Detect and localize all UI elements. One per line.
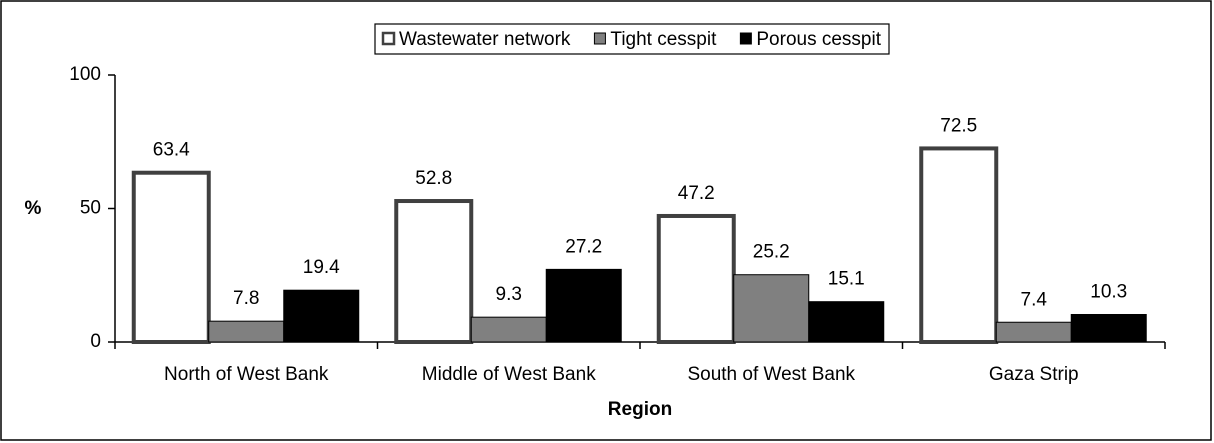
bar bbox=[808, 301, 885, 343]
x-axis-label: Region bbox=[608, 399, 672, 420]
legend-marker bbox=[381, 31, 396, 46]
bar bbox=[131, 170, 211, 344]
legend-marker bbox=[593, 32, 606, 45]
x-tick-label: South of West Bank bbox=[687, 364, 855, 385]
legend-label: Wastewater network bbox=[399, 29, 571, 50]
value-label: 72.5 bbox=[940, 115, 977, 136]
bar bbox=[919, 146, 999, 344]
bar bbox=[995, 321, 1072, 343]
x-tick-label: Gaza Strip bbox=[989, 364, 1079, 385]
bar bbox=[656, 213, 736, 344]
value-label: 47.2 bbox=[678, 183, 715, 204]
value-label: 15.1 bbox=[828, 269, 865, 290]
legend-marker bbox=[739, 32, 752, 45]
value-label: 7.4 bbox=[1021, 289, 1048, 310]
bar bbox=[1070, 313, 1147, 343]
value-label: 9.3 bbox=[496, 284, 522, 305]
y-tick-label: 100 bbox=[69, 64, 101, 85]
x-tick-label: Middle of West Bank bbox=[422, 364, 596, 385]
value-label: 63.4 bbox=[153, 140, 190, 161]
bar bbox=[545, 268, 622, 343]
value-label: 10.3 bbox=[1090, 282, 1127, 303]
bar bbox=[470, 316, 547, 343]
value-label: 7.8 bbox=[233, 288, 259, 309]
value-label: 19.4 bbox=[303, 257, 340, 278]
legend-label: Porous cesspit bbox=[756, 29, 881, 50]
x-tick-label: North of West Bank bbox=[164, 364, 329, 385]
bar bbox=[733, 274, 810, 343]
bar bbox=[208, 320, 285, 343]
y-tick-label: 0 bbox=[90, 331, 101, 352]
bar bbox=[394, 199, 474, 344]
value-label: 52.8 bbox=[415, 168, 452, 189]
value-label: 27.2 bbox=[565, 236, 602, 257]
legend-box bbox=[374, 23, 890, 55]
value-label: 25.2 bbox=[753, 242, 790, 263]
bar bbox=[283, 289, 360, 343]
y-axis-label: % bbox=[25, 198, 42, 219]
y-tick-label: 50 bbox=[80, 198, 101, 219]
legend-label: Tight cesspit bbox=[610, 29, 717, 50]
